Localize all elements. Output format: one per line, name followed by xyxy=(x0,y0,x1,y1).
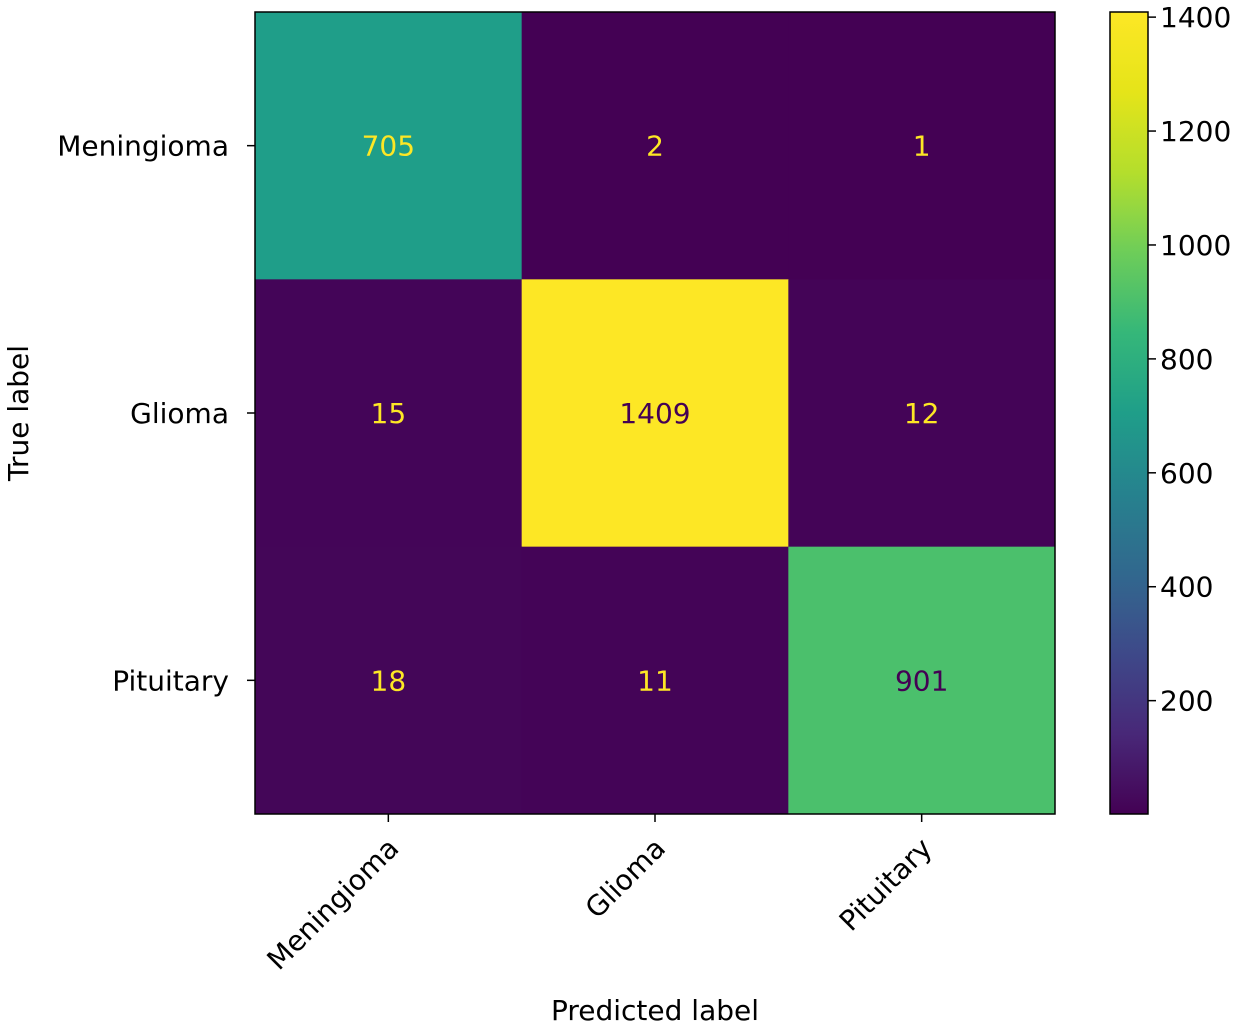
colorbar-tick-label: 400 xyxy=(1160,571,1213,604)
cell-value-label: 18 xyxy=(371,664,407,697)
cell-value-label: 2 xyxy=(646,130,664,163)
x-axis-label: Predicted label xyxy=(551,994,759,1024)
cell-value-label: 1 xyxy=(913,130,931,163)
colorbar-tick-label: 1000 xyxy=(1160,229,1231,262)
colorbar-tick-label: 1200 xyxy=(1160,115,1231,148)
heatmap-cell xyxy=(521,546,789,815)
colorbar-tick-label: 600 xyxy=(1160,457,1213,490)
cell-value-label: 15 xyxy=(371,397,407,430)
heatmap-cell xyxy=(788,546,1056,815)
cell-value-label: 705 xyxy=(362,130,415,163)
colorbar: 200 400 600 800 1000 1200 1400 xyxy=(1109,1,1231,815)
colorbar-frame xyxy=(1109,11,1149,815)
y-axis-label: True label xyxy=(2,345,35,482)
cell-value-label: 1409 xyxy=(619,397,690,430)
colorbar-tick-label: 800 xyxy=(1160,343,1213,376)
y-tick-label: Glioma xyxy=(130,397,229,430)
colorbar-tick-label: 200 xyxy=(1160,685,1213,718)
colorbar-tick-label: 1400 xyxy=(1160,1,1231,34)
colorbar-ticks: 200 400 600 800 1000 1200 1400 xyxy=(1148,1,1231,718)
heatmap-cell xyxy=(255,12,523,280)
cell-value-label: 11 xyxy=(637,664,673,697)
heatmap-cell xyxy=(788,12,1056,280)
heatmap-cell xyxy=(521,279,789,548)
colorbar-gradient xyxy=(1110,12,1148,814)
cell-value-label: 12 xyxy=(904,397,940,430)
cell-value-label: 901 xyxy=(895,664,948,697)
heatmap-cell xyxy=(521,12,789,280)
heatmap-cell xyxy=(255,279,523,548)
y-tick-label: Meningioma xyxy=(57,130,229,163)
y-tick-label: Pituitary xyxy=(112,664,229,697)
heatmap-cells: 705 2 1 15 1409 12 18 11 901 xyxy=(255,12,1056,815)
x-tick-label: Pituitary xyxy=(833,832,939,938)
x-tick-label: Meningioma xyxy=(260,832,405,977)
x-tick-label: Glioma xyxy=(579,832,672,925)
heatmap-cell xyxy=(255,546,523,815)
heatmap-cell xyxy=(788,279,1056,548)
